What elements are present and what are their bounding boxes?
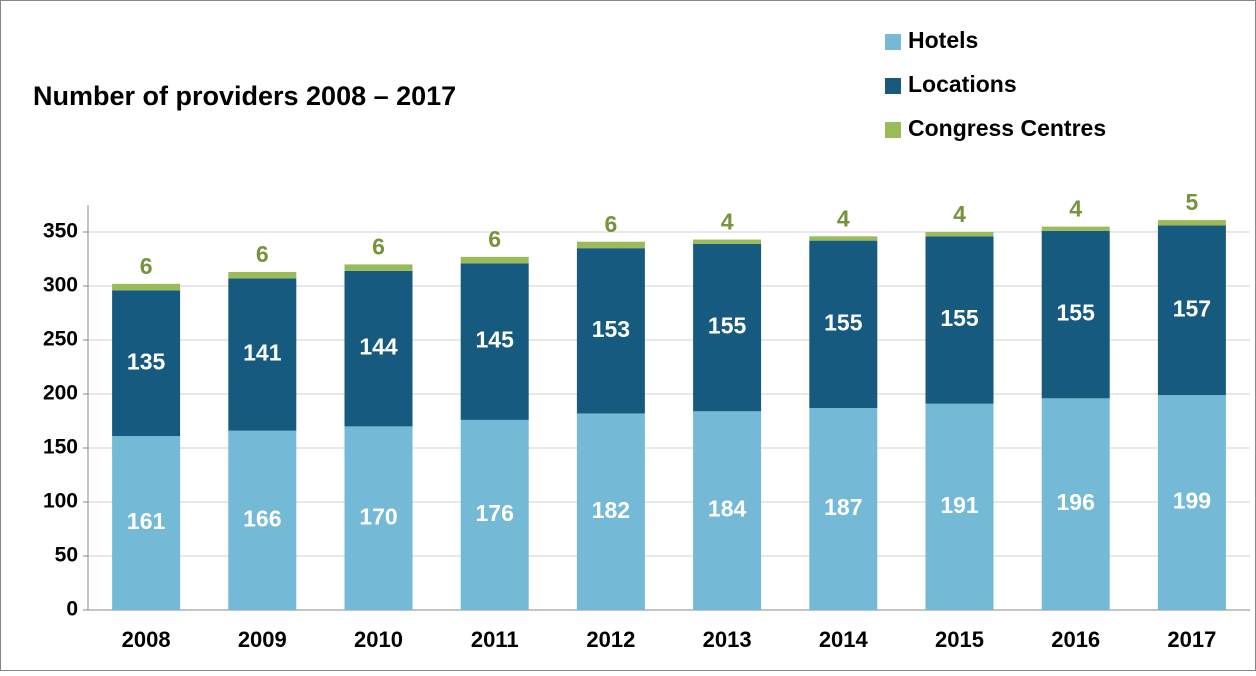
bar-segment [112,283,181,291]
bar-segment [228,430,297,610]
data-label: 5 [1186,189,1199,215]
x-tick-label: 2014 [819,627,869,652]
x-tick-label: 2017 [1167,627,1216,652]
data-label: 184 [708,496,747,522]
bar-segment [1041,226,1110,231]
bar-segment [344,270,413,427]
data-label: 6 [605,211,618,237]
data-label: 145 [476,327,515,353]
bar-segment [460,256,529,264]
bar-segment [576,413,645,610]
data-label: 4 [837,205,850,231]
bar-segment [1041,398,1110,610]
y-tick-label: 50 [55,544,78,567]
data-label: 196 [1057,489,1095,515]
bar-segment [693,243,762,412]
data-label: 6 [140,253,153,279]
bar-segment [576,241,645,249]
bar-segment [228,278,297,431]
legend-label: Hotels [908,27,978,53]
bar-segment [1157,225,1226,396]
x-tick-label: 2012 [586,627,635,652]
bar-segment [460,263,529,420]
data-label: 199 [1173,488,1211,514]
data-label: 155 [1057,300,1096,326]
chart-title: Number of providers 2008 – 2017 [33,81,456,111]
data-label: 155 [824,309,863,335]
x-tick-label: 2011 [471,627,519,652]
data-label: 161 [127,508,166,534]
data-label: 187 [824,494,862,520]
bar-segment [925,403,994,610]
data-label: 191 [940,492,979,518]
x-tick-label: 2009 [238,627,287,652]
data-label: 144 [359,334,398,360]
x-tick-label: 2013 [703,627,752,652]
y-tick-label: 250 [43,328,78,351]
legend-swatch [885,78,901,94]
data-label: 157 [1173,295,1211,321]
bar-segment [1157,220,1226,226]
data-label: 141 [243,340,282,366]
data-label: 170 [359,503,397,529]
data-label: 6 [488,226,501,252]
data-label: 166 [243,505,281,531]
x-tick-label: 2010 [354,627,403,652]
legend-swatch [885,122,901,138]
data-label: 153 [592,316,630,342]
y-tick-label: 350 [43,220,78,243]
bar-segment [112,436,181,610]
data-label: 155 [940,305,979,331]
legend-label: Congress Centres [908,115,1106,141]
y-tick-label: 150 [43,436,78,459]
data-label: 4 [953,201,966,227]
bar-segment [1041,230,1110,399]
bar-segment [693,239,762,244]
y-tick-label: 200 [43,382,78,405]
x-tick-label: 2016 [1051,627,1100,652]
data-label: 176 [476,500,514,526]
bar-segment [809,236,878,241]
x-tick-label: 2008 [122,627,171,652]
legend-label: Locations [908,71,1017,97]
bar-segment [344,264,413,271]
data-label: 135 [127,348,166,374]
data-label: 4 [1069,196,1082,222]
x-tick-label: 2015 [935,627,984,652]
y-tick-label: 300 [43,274,78,297]
bar-segment [112,290,181,437]
y-tick-label: 100 [43,490,78,513]
bar-segment [1157,395,1226,610]
legend-swatch [885,34,901,50]
bar-segment [576,248,645,414]
data-label: 6 [256,241,269,267]
bar-segment [925,232,994,237]
bar-segment [693,411,762,610]
data-label: 6 [372,233,385,259]
data-label: 182 [592,497,630,523]
bar-segment [925,236,994,404]
y-tick-label: 0 [66,598,78,621]
data-label: 155 [708,313,747,339]
bar-segment [228,271,297,279]
bar-segment [809,240,878,409]
bar-segment [809,408,878,610]
data-label: 4 [721,209,734,235]
bar-segment [344,426,413,610]
bar-segment [460,419,529,610]
